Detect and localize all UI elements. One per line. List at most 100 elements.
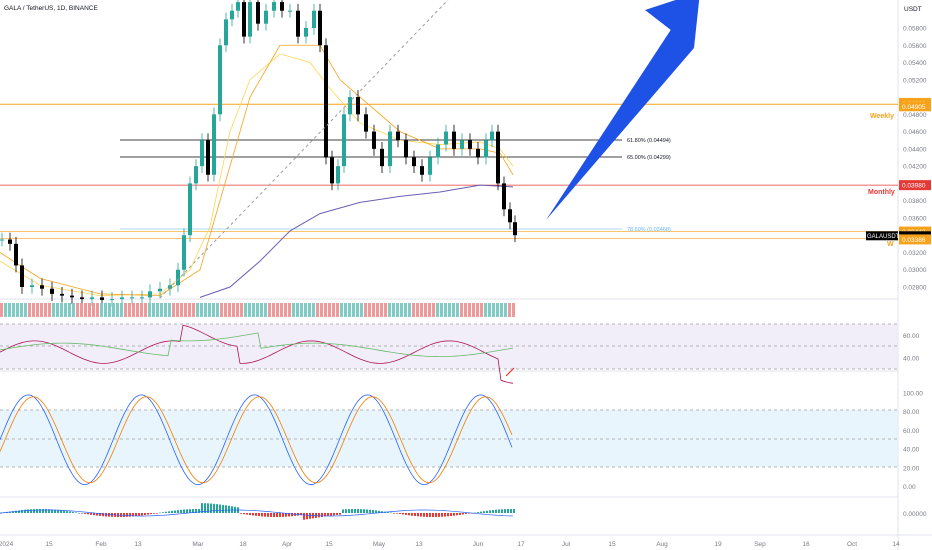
fib-label: 65.00% (0.04299) <box>627 155 671 161</box>
macd-histogram-bar <box>93 513 95 516</box>
macd-histogram-bar <box>507 509 509 513</box>
volume-bar <box>16 303 19 317</box>
macd-histogram-bar <box>513 509 515 513</box>
volume-bar <box>440 303 443 317</box>
volume-bar <box>96 303 99 317</box>
macd-histogram-bar <box>300 513 302 516</box>
volume-bar <box>64 303 67 317</box>
macd-histogram-bar <box>189 509 191 513</box>
macd-histogram-bar <box>192 509 194 513</box>
macd-histogram-bar <box>372 510 374 513</box>
volume-bar <box>492 303 495 317</box>
volume-bar <box>288 303 291 317</box>
macd-histogram-bar <box>174 510 176 513</box>
macd-histogram-bar <box>27 509 29 513</box>
price-tick-label: 0.05400 <box>903 60 927 67</box>
stoch-tick-label: 0.00 <box>903 484 916 491</box>
macd-histogram-bar <box>213 503 215 513</box>
fib-label: 78.60% (0.03468) <box>627 227 671 233</box>
macd-histogram-bar <box>492 510 494 513</box>
macd-histogram-bar <box>183 509 185 513</box>
candle-body <box>264 10 268 24</box>
volume-bar <box>156 303 159 317</box>
volume-bar <box>404 303 407 317</box>
time-tick-label: 15 <box>45 541 53 548</box>
time-tick-label: Apr <box>282 541 293 548</box>
rsi-band <box>0 324 898 369</box>
volume-bar <box>180 303 183 317</box>
current-symbol-label: GALAUSDT <box>867 234 900 240</box>
macd-histogram-bar <box>489 510 491 513</box>
candle-body <box>468 140 472 149</box>
price-tick-label: 0.04200 <box>903 164 927 171</box>
macd-histogram-bar <box>327 513 329 517</box>
macd-histogram-bar <box>60 510 62 513</box>
macd-histogram-bar <box>324 513 326 517</box>
macd-histogram-bar <box>162 512 164 513</box>
macd-histogram-bar <box>171 510 173 513</box>
volume-bar <box>228 303 231 317</box>
volume-bar <box>84 303 87 317</box>
macd-histogram-bar <box>30 509 32 513</box>
candle-body <box>484 140 488 158</box>
macd-histogram-bar <box>48 509 50 513</box>
macd-histogram-bar <box>306 513 308 520</box>
candle-body <box>176 269 180 286</box>
volume-bar <box>424 303 427 317</box>
volume-bar <box>312 303 315 317</box>
stoch-tick-label: 60.00 <box>903 428 920 435</box>
volume-bar <box>448 303 451 317</box>
volume-bar <box>152 303 155 317</box>
macd-histogram-bar <box>156 513 158 514</box>
volume-bar <box>0 303 3 317</box>
macd-histogram-bar <box>309 513 311 519</box>
volume-bar <box>248 303 251 317</box>
price-label-box <box>899 180 931 191</box>
monthly-label: Monthly <box>868 189 895 196</box>
macd-histogram-bar <box>144 513 146 515</box>
volume-bar <box>468 303 471 317</box>
macd-histogram-bar <box>147 513 149 515</box>
volume-bar <box>348 303 351 317</box>
candle-body <box>364 114 368 132</box>
volume-bar <box>268 303 271 317</box>
volume-bar <box>436 303 439 317</box>
volume-bar <box>200 303 203 317</box>
macd-histogram-bar <box>432 513 434 517</box>
macd-histogram-bar <box>24 509 26 513</box>
candle-body <box>194 166 198 184</box>
symbol-title: GALA / TetherUS, 1D, BINANCE <box>4 5 98 12</box>
volume-bar <box>488 303 491 317</box>
candle-body <box>476 148 480 158</box>
candle-body <box>256 2 260 24</box>
macd-histogram-bar <box>456 513 458 516</box>
macd-histogram-bar <box>258 513 260 517</box>
time-tick-label: Jun <box>473 541 484 548</box>
macd-histogram-bar <box>279 513 281 517</box>
volume-bar <box>12 303 15 317</box>
arrow-icon <box>546 0 700 220</box>
weekly-label: Weekly <box>870 113 894 120</box>
volume-bar <box>124 303 127 317</box>
price-tick-label: 0.03600 <box>903 215 927 222</box>
volume-bar <box>364 303 367 317</box>
volume-bar <box>428 303 431 317</box>
volume-bar <box>256 303 259 317</box>
macd-histogram-bar <box>411 513 413 516</box>
macd-histogram-bar <box>36 509 38 513</box>
candle-body <box>460 140 464 149</box>
volume-bar <box>368 303 371 317</box>
macd-histogram-bar <box>357 509 359 513</box>
macd-histogram-bar <box>165 511 167 513</box>
volume-bar <box>476 303 479 317</box>
volume-bar <box>444 303 447 317</box>
macd-histogram-bar <box>339 513 341 515</box>
candle-body <box>508 209 512 223</box>
macd-line <box>0 509 514 517</box>
volume-bar <box>252 303 255 317</box>
time-tick-label: 13 <box>134 541 142 548</box>
volume-bar <box>120 303 123 317</box>
candle-body <box>348 97 352 115</box>
macd-histogram-bar <box>447 513 449 517</box>
volume-bar <box>260 303 263 317</box>
